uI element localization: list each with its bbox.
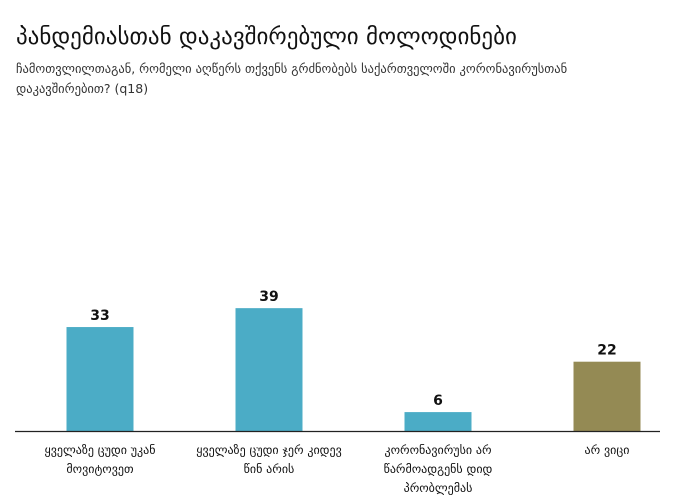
- category-label: ყველაზე ცუდი ჯერ კიდევ წინ არის: [196, 443, 342, 476]
- chart-title: პანდემიასთან დაკავშირებული მოლოდინები: [16, 24, 517, 50]
- data-label: 33: [90, 308, 109, 324]
- bar: [66, 327, 134, 431]
- category-label: არ ვიცი: [584, 443, 630, 457]
- category-label: კორონავირუსი არ წარმოადგენს დიდ პრობლემა…: [383, 443, 493, 495]
- data-label: 39: [259, 289, 278, 305]
- bar: [573, 361, 641, 431]
- category-label: ყველაზე ცუდი უკან მოვიტოვეთ: [44, 443, 156, 476]
- data-label: 6: [433, 393, 443, 409]
- bar: [404, 412, 472, 431]
- data-label: 22: [597, 343, 616, 359]
- chart-subtitle: ჩამოთვლილთაგან, რომელი აღწერს თქვენს გრძ…: [16, 61, 568, 96]
- bar: [235, 308, 303, 431]
